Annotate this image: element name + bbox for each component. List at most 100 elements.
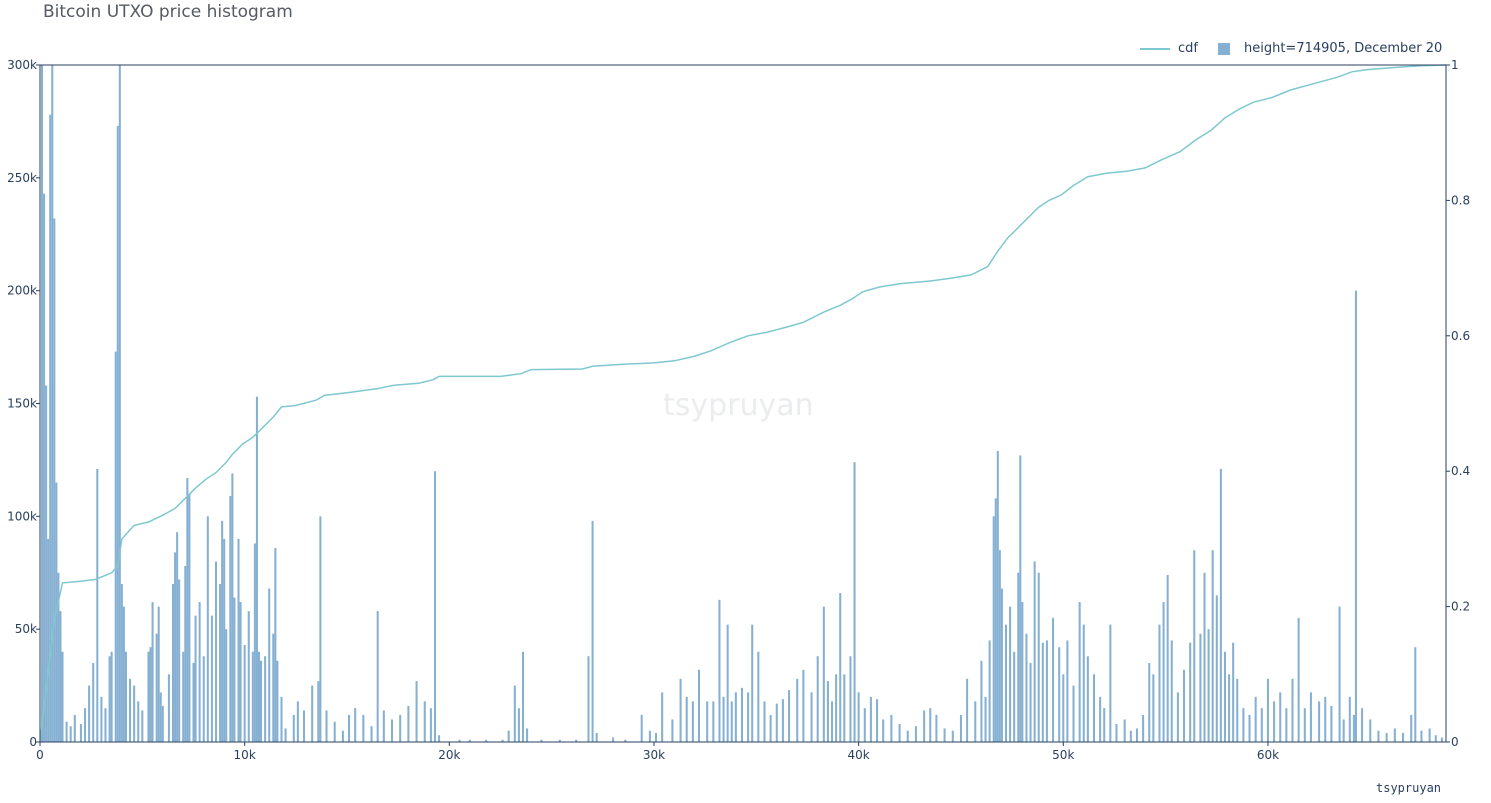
histogram-bar-72 — [264, 656, 267, 742]
histogram-bar-245 — [1338, 606, 1341, 742]
x-tick-label: 10k — [234, 748, 256, 762]
legend-label-histogram: height=714905, December 20 — [1243, 41, 1443, 56]
histogram-bar-227 — [1228, 674, 1231, 742]
histogram-bar-169 — [951, 730, 954, 742]
histogram-bar-95 — [399, 714, 402, 742]
histogram-bar-186 — [1021, 602, 1024, 742]
histogram-bar-3 — [47, 538, 50, 742]
histogram-bar-104 — [485, 739, 488, 742]
histogram-bar-107 — [513, 685, 516, 742]
legend-line-swatch — [1140, 47, 1170, 50]
histogram-bar-218 — [1189, 642, 1192, 742]
legend-item-histogram[interactable]: height=714905, December 20 — [1217, 41, 1443, 56]
histogram-bar-13 — [73, 714, 76, 742]
histogram-bar-96 — [407, 705, 410, 742]
histogram-bar-68 — [253, 543, 256, 742]
histogram-bar-208 — [1135, 728, 1138, 742]
histogram-bar-35 — [151, 602, 154, 742]
histogram-bar-147 — [816, 656, 819, 742]
y-axis-ticks: 0 50k 100k 150k 200k 250k 300k — [7, 58, 40, 749]
histogram-bar-184 — [1017, 572, 1020, 742]
histogram-bar-71 — [260, 660, 263, 742]
histogram-bar-247 — [1348, 696, 1351, 742]
histogram-bar-246 — [1342, 719, 1345, 742]
histogram-bar-80 — [296, 701, 299, 742]
histogram-bar-260 — [1434, 735, 1437, 742]
x-tick-label: 40k — [848, 748, 870, 762]
histogram-bar-113 — [575, 739, 578, 742]
histogram-bar-158 — [869, 696, 872, 742]
histogram-bar-116 — [595, 732, 598, 742]
histogram-bar-179 — [998, 550, 1001, 742]
histogram-bar-149 — [826, 681, 829, 742]
x-tick-label: 20k — [438, 748, 460, 762]
histogram-bar-233 — [1260, 708, 1263, 742]
legend-item-cdf[interactable]: cdf — [1140, 41, 1198, 56]
histogram-bar-121 — [654, 732, 658, 742]
histogram-bar-261 — [1440, 737, 1443, 742]
histogram-bar-45 — [182, 651, 185, 742]
histogram-bar-46 — [184, 565, 187, 742]
histogram-bar-100 — [433, 471, 437, 742]
histogram-bar-258 — [1420, 730, 1423, 742]
legend-box-swatch — [1217, 42, 1230, 55]
histogram-bars — [41, 65, 1443, 743]
histogram-bar-26 — [120, 584, 123, 742]
histogram-bar-257 — [1414, 647, 1417, 742]
histogram-bar-183 — [1013, 651, 1016, 742]
histogram-bar-93 — [382, 710, 385, 742]
histogram-bar-14 — [79, 723, 82, 742]
histogram-bar-167 — [935, 714, 938, 742]
histogram-bar-205 — [1115, 723, 1118, 742]
histogram-bar-105 — [501, 739, 504, 742]
histogram-bar-236 — [1279, 692, 1282, 742]
x-tick-label: 0 — [36, 748, 44, 762]
histogram-bar-197 — [1072, 685, 1075, 742]
histogram-bar-25 — [118, 65, 121, 742]
histogram-bar-79 — [292, 714, 295, 742]
histogram-bar-242 — [1318, 701, 1321, 742]
histogram-bar-163 — [906, 730, 909, 742]
histogram-bar-203 — [1103, 708, 1106, 742]
histogram-bar-214 — [1166, 575, 1169, 742]
y-tick-label: 100k — [7, 509, 37, 523]
histogram-bar-36 — [155, 633, 158, 742]
histogram-bar-138 — [757, 651, 760, 742]
histogram-bar-34 — [149, 647, 152, 742]
watermark: tsypruyan — [663, 388, 814, 423]
histogram-bar-69 — [255, 396, 258, 742]
histogram-bar-223 — [1211, 550, 1214, 742]
histogram-bar-188 — [1029, 663, 1032, 742]
y-tick-label: 0 — [29, 735, 37, 749]
histogram-bar-213 — [1162, 602, 1165, 742]
histogram-bar-252 — [1377, 730, 1380, 742]
histogram-bar-59 — [225, 629, 228, 742]
histogram-bar-63 — [237, 538, 240, 742]
histogram-bar-111 — [540, 739, 543, 742]
histogram-bar-114 — [587, 656, 590, 742]
histogram-bar-11 — [65, 721, 68, 742]
histogram-bar-177 — [994, 498, 997, 742]
histogram-bar-23 — [114, 351, 117, 742]
x-axis-ticks: 0 10k 20k 30k 40k 50k 60k — [36, 742, 1279, 762]
histogram-bar-4 — [49, 114, 52, 742]
histogram-bar-228 — [1232, 642, 1235, 742]
histogram-bar-65 — [243, 644, 246, 742]
histogram-bar-43 — [176, 532, 179, 742]
histogram-bar-50 — [194, 615, 197, 742]
histogram-bar-240 — [1303, 708, 1306, 742]
histogram-bar-238 — [1291, 678, 1294, 742]
histogram-bar-248 — [1352, 714, 1355, 742]
y-tick-label: 50k — [15, 622, 37, 636]
histogram-bar-86 — [333, 721, 336, 742]
histogram-bar-133 — [730, 701, 733, 742]
histogram-bar-42 — [174, 552, 177, 742]
histogram-bar-78 — [284, 728, 287, 742]
x-tick-label: 30k — [643, 748, 665, 762]
histogram-bar-137 — [751, 624, 754, 742]
histogram-bar-231 — [1248, 714, 1251, 742]
histogram-bar-224 — [1215, 595, 1218, 742]
histogram-bar-22 — [110, 651, 113, 742]
histogram-bar-143 — [788, 690, 791, 742]
y-tick-label: 250k — [7, 171, 37, 185]
